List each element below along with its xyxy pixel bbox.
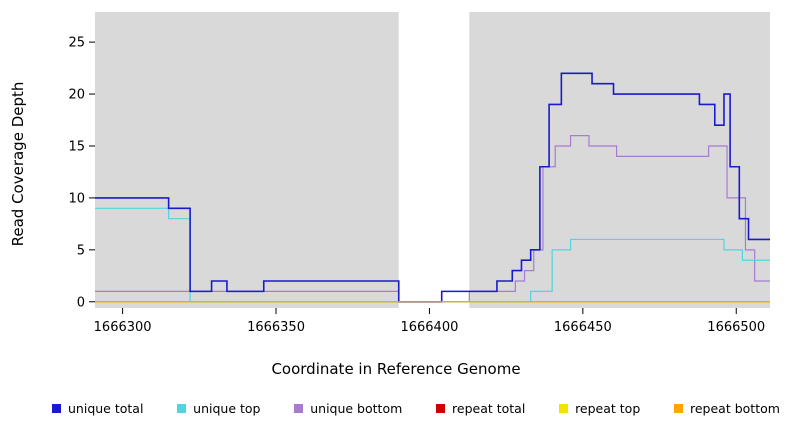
legend: unique total unique top unique bottom repea… (0, 401, 792, 416)
x-tick-label: 1666300 (94, 320, 152, 335)
legend-label: repeat total (452, 401, 526, 416)
legend-swatch-icon (436, 404, 446, 413)
legend-item: unique top (177, 401, 260, 416)
legend-swatch-icon (294, 404, 304, 413)
x-tick-label: 1666400 (400, 320, 458, 335)
legend-label: repeat bottom (690, 401, 780, 416)
legend-label: unique bottom (310, 401, 403, 416)
y-tick-label: 15 (68, 139, 85, 154)
y-axis-label: Read Coverage Depth (9, 81, 27, 247)
x-tick-label: 1666500 (707, 320, 765, 335)
series-unique-total (95, 72, 770, 303)
coverage-gap-region (398, 12, 470, 308)
y-tick-label: 0 (77, 295, 85, 310)
legend-item: unique total (52, 401, 143, 416)
x-tick-label: 1666450 (554, 320, 612, 335)
legend-swatch-icon (177, 404, 187, 413)
legend-swatch-icon (674, 404, 683, 413)
coverage-chart: 1666300 1666350 1666400 1666450 1666500 0 5 10 1… (68, 12, 770, 335)
legend-item: repeat top (559, 401, 640, 416)
legend-label: unique total (68, 401, 144, 416)
y-tick-label: 25 (68, 36, 85, 51)
legend-label: unique top (193, 401, 261, 416)
legend-item: repeat bottom (674, 401, 780, 416)
y-tick-label: 5 (77, 243, 85, 258)
legend-label: repeat top (575, 401, 641, 416)
y-tick-label: 10 (68, 191, 85, 206)
series-unique-top (95, 207, 770, 303)
legend-swatch-icon (559, 404, 569, 413)
series-unique-bottom (95, 134, 770, 303)
y-tick-label: 20 (68, 88, 85, 103)
x-tick-label: 1666350 (247, 320, 305, 335)
legend-item: unique bottom (294, 401, 402, 416)
legend-swatch-icon (52, 404, 61, 413)
x-axis-label: Coordinate in Reference Genome (271, 360, 521, 378)
legend-item: repeat total (436, 401, 525, 416)
